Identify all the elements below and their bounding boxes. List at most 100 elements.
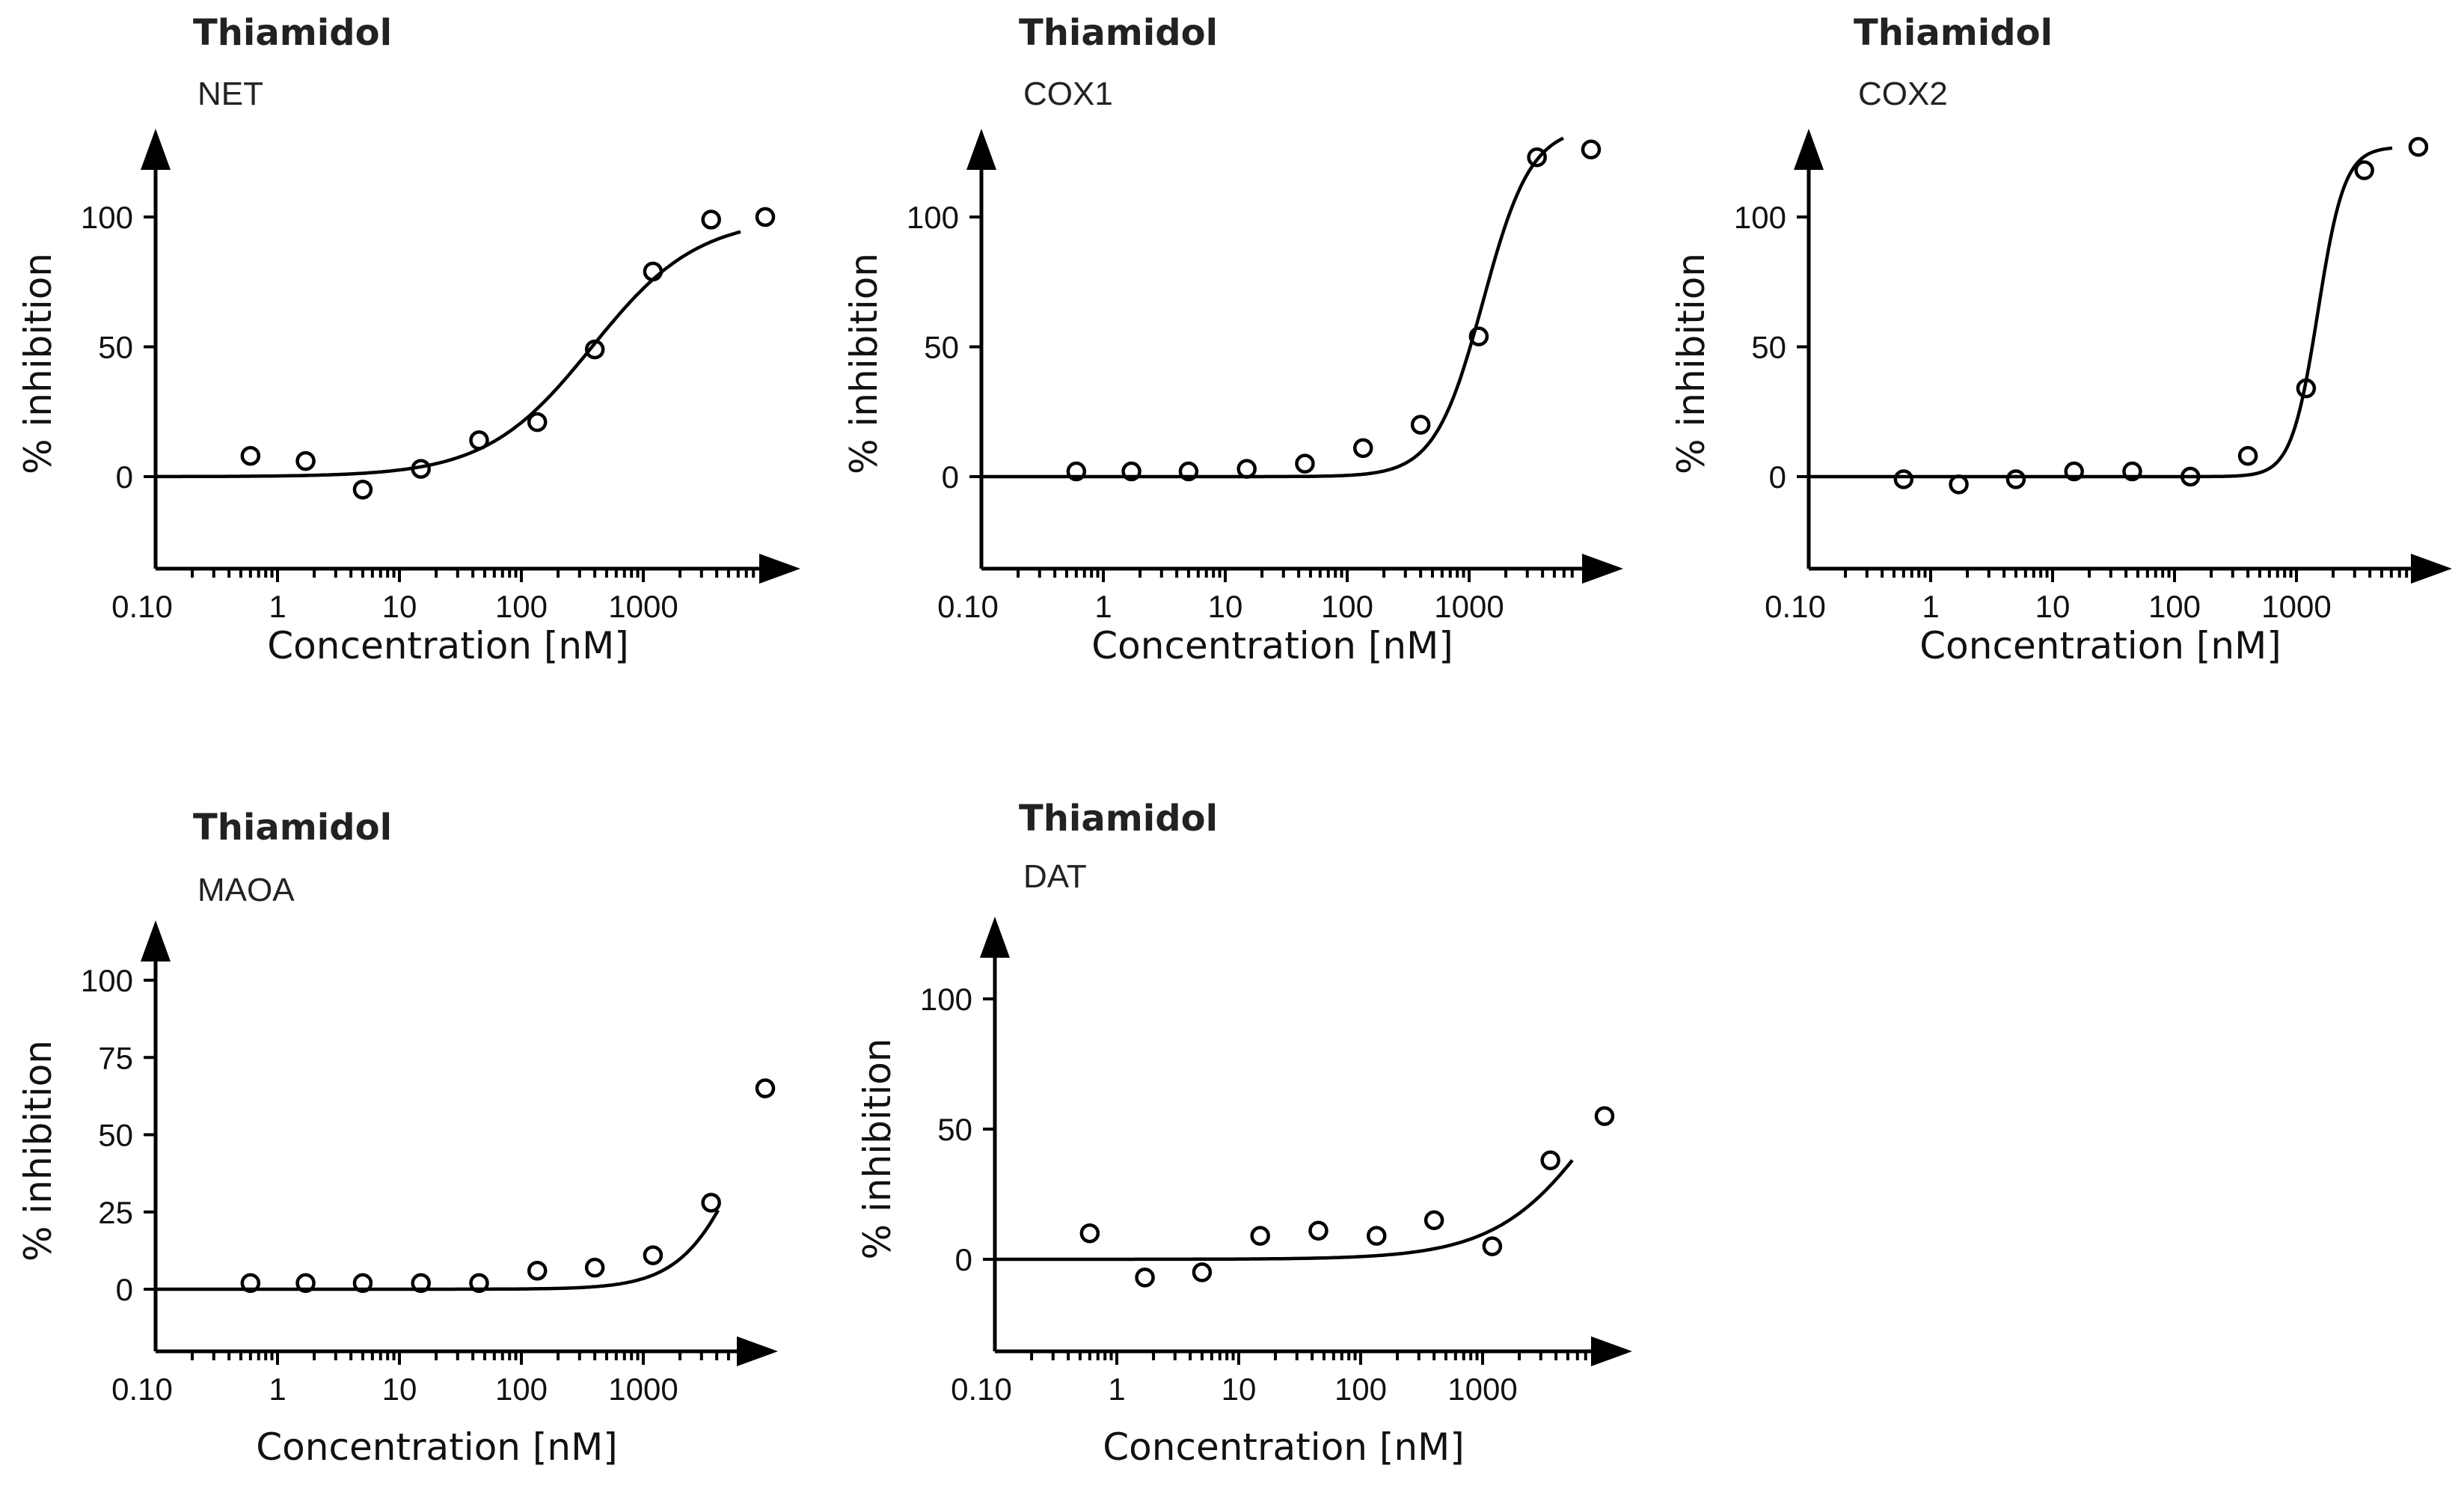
data-point [1236,459,1257,479]
y-axis-label: % inhibition [16,253,60,474]
fit-curve [995,1159,1574,1262]
chart-subtitle: MAOA [197,872,295,908]
y-tick-label: 50 [937,1112,972,1147]
x-tick-label: 1000 [1447,1372,1517,1407]
x-tick-label: 0.10 [951,1372,1012,1407]
data-point [295,1273,316,1293]
data-point [584,339,605,360]
chart-title: Thiamidol [193,12,392,54]
chart-panel-net: Thiamidol NET 0 50 100 % inhibition 0.10 1 10 100… [16,12,800,667]
y-tick-label: 25 [98,1195,133,1230]
x-tick-label: 1 [269,1372,286,1407]
data-point [469,1273,489,1293]
data-point [469,430,489,450]
y-axis-label: % inhibition [16,1040,60,1262]
y-axis-label: % inhibition [856,1039,899,1260]
data-point [1121,461,1141,482]
chart-subtitle: DAT [1023,858,1087,895]
fit-curve [156,230,741,479]
x-tick-label: 10 [382,589,417,624]
data-point [1423,1210,1444,1231]
chart-title: Thiamidol [1019,798,1218,840]
data-point [1079,1223,1100,1244]
y-axis-arrow [141,129,171,170]
x-tick-label: 10 [382,1372,417,1407]
data-point [755,207,776,227]
x-tick-label: 1000 [608,589,678,624]
x-tick-label: 0.10 [111,589,173,624]
x-axis-arrow [759,554,800,584]
data-point [1468,326,1489,346]
x-tick-label: 100 [1334,1372,1387,1407]
chart-subtitle: COX1 [1023,76,1113,112]
data-point [1192,1262,1213,1282]
x-axis-arrow [1591,1336,1632,1366]
y-tick-label: 100 [81,200,133,235]
data-point [1410,415,1431,435]
data-point [2180,466,2201,487]
data-point [1893,469,1914,489]
data-point [352,480,373,500]
y-tick-label: 75 [98,1040,133,1075]
x-axis-arrow [2411,554,2452,584]
x-tick-label: 10 [2035,589,2071,624]
x-axis-arrow [737,1336,778,1366]
chart-title: Thiamidol [1019,12,1218,54]
x-tick-label: 1 [1108,1372,1125,1407]
chart-panel-maoa: Thiamidol MAOA 0 25 50 75 100 % inhibition 0.10 1… [16,807,778,1469]
data-point [1178,461,1199,482]
data-point [1366,1226,1387,1246]
y-tick-label: 0 [942,459,959,495]
data-point [1308,1220,1328,1241]
x-axis-arrow [1582,554,1623,584]
data-point [1482,1236,1503,1256]
x-tick-label: 1 [269,589,286,624]
x-axis-label: Concentration [nM] [1103,1425,1464,1469]
y-tick-label: 100 [81,963,133,998]
fit-curve [981,136,1565,479]
y-axis-arrow [1794,129,1824,170]
y-tick-label: 0 [116,1272,133,1307]
data-point [527,1260,548,1281]
fit-curve [1809,146,2393,479]
x-tick-label: 100 [495,1372,548,1407]
y-tick-label: 100 [907,200,959,235]
y-tick-label: 50 [1751,330,1786,365]
y-axis-arrow [141,920,171,961]
y-tick-label: 0 [955,1242,972,1277]
y-axis-arrow [966,129,996,170]
y-tick-label: 100 [920,982,972,1017]
chart-panel-cox2: Thiamidol COX2 0 50 100 % inhibition 0.10 1 10 10… [1670,12,2452,667]
data-point [1527,147,1547,168]
data-point [2296,378,2317,399]
x-axis-label: Concentration [nM] [267,624,628,667]
data-point [755,1078,776,1098]
x-tick-label: 1 [1094,589,1112,624]
x-tick-label: 100 [1321,589,1373,624]
data-point [1066,461,1087,482]
data-point [701,210,721,230]
y-tick-label: 50 [98,330,133,365]
chart-subtitle: COX2 [1858,76,1948,112]
x-tick-label: 1000 [1434,589,1504,624]
data-point [1250,1226,1270,1246]
x-tick-label: 0.10 [937,589,999,624]
x-tick-label: 0.10 [1765,589,1826,624]
chart-panel-cox1: Thiamidol COX1 0 50 100 % inhibition 0.10 1 10 10… [842,12,1623,667]
data-point [2005,469,2026,489]
data-point [2354,160,2374,180]
x-tick-label: 0.10 [111,1372,173,1407]
data-point [2408,137,2429,157]
chart-title: Thiamidol [1854,12,2053,54]
y-tick-label: 100 [1734,200,1786,235]
data-point [1295,453,1315,474]
y-tick-label: 50 [98,1118,133,1153]
data-point [643,1245,663,1265]
data-point [240,445,261,466]
x-tick-label: 1000 [608,1372,678,1407]
data-point [1540,1150,1560,1171]
data-point [411,459,431,479]
data-point [411,1273,431,1293]
x-tick-label: 10 [1208,589,1243,624]
